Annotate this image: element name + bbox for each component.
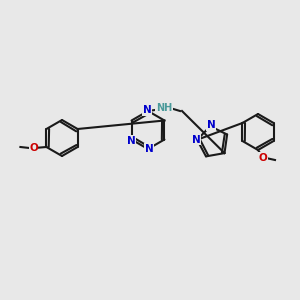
Text: N: N bbox=[192, 135, 200, 145]
Text: O: O bbox=[29, 143, 38, 153]
Text: N: N bbox=[127, 136, 136, 146]
Text: N: N bbox=[207, 120, 216, 130]
Text: N: N bbox=[145, 144, 153, 154]
Text: NH: NH bbox=[156, 103, 172, 113]
Text: O: O bbox=[259, 153, 267, 163]
Text: N: N bbox=[142, 105, 152, 115]
